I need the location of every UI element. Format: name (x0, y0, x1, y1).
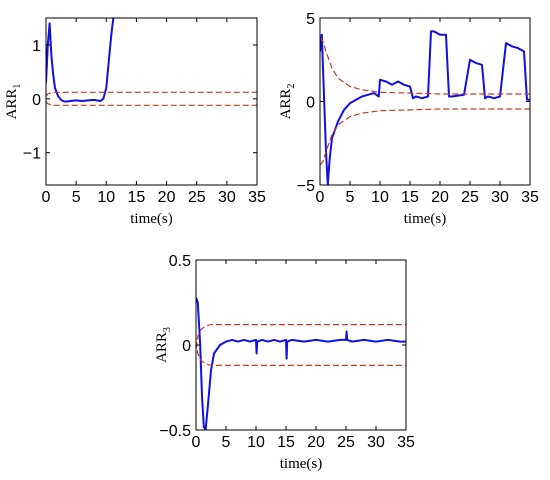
lower-threshold-line (320, 108, 530, 166)
axes-frame (45, 17, 258, 186)
x-tick-label: 10 (97, 189, 115, 206)
residual-line (46, 18, 115, 103)
x-tick-label: 15 (401, 189, 419, 206)
x-tick-label: 35 (521, 189, 539, 206)
x-axis-label: time(s) (280, 456, 323, 472)
lower-threshold-line (46, 101, 257, 106)
y-axis-label-subscript: 3 (162, 327, 173, 332)
x-tick-label: 20 (431, 189, 449, 206)
y-tick-label: 0 (306, 95, 315, 112)
upper-threshold-line (320, 37, 530, 95)
y-axis-label: ARR1 (4, 84, 23, 120)
y-axis-label-subscript: 2 (286, 84, 297, 89)
x-tick-label: 20 (158, 189, 176, 206)
y-tick-label: 0 (32, 92, 41, 109)
axes-frame (195, 259, 407, 431)
x-tick-label: 30 (367, 434, 385, 451)
x-tick-label: 5 (346, 189, 355, 206)
y-tick-label: 5 (306, 11, 315, 28)
residual-line (196, 297, 406, 430)
y-axis-label-main: ARR (154, 332, 170, 363)
y-tick-label: −1 (23, 146, 41, 163)
y-tick-label: 0.5 (169, 253, 191, 270)
plot-area (46, 18, 257, 106)
residual-line (320, 30, 530, 185)
x-tick-label: 10 (371, 189, 389, 206)
lower-threshold-line (196, 341, 406, 366)
x-tick-label: 0 (42, 189, 51, 206)
y-axis-label-main: ARR (4, 89, 20, 120)
x-axis-label: time(s) (130, 211, 173, 227)
x-tick-label: 30 (491, 189, 509, 206)
x-tick-label: 30 (218, 189, 236, 206)
y-tick-label: −0.5 (159, 423, 191, 440)
y-axis-label: ARR3 (154, 327, 173, 363)
plot-area (196, 297, 406, 430)
x-tick-label: 5 (222, 434, 231, 451)
plot-area (320, 30, 530, 185)
x-tick-label: 20 (307, 434, 325, 451)
y-tick-label: 1 (32, 38, 41, 55)
x-tick-label: 10 (247, 434, 265, 451)
x-tick-label: 25 (337, 434, 355, 451)
x-tick-label: 15 (128, 189, 146, 206)
x-tick-label: 0 (316, 189, 325, 206)
y-tick-label: 0 (182, 338, 191, 355)
x-tick-label: 35 (248, 189, 266, 206)
y-tick-label: −5 (297, 178, 315, 195)
upper-threshold-line (46, 91, 257, 97)
x-tick-label: 0 (192, 434, 201, 451)
x-tick-label: 25 (188, 189, 206, 206)
x-tick-label: 35 (397, 434, 415, 451)
y-axis-label-subscript: 1 (12, 84, 23, 89)
x-tick-label: 15 (277, 434, 295, 451)
y-axis-label: ARR2 (278, 84, 297, 120)
x-tick-label: 25 (461, 189, 479, 206)
x-axis-label: time(s) (404, 211, 447, 227)
x-tick-label: 5 (72, 189, 81, 206)
y-axis-label-main: ARR (278, 89, 294, 120)
upper-threshold-line (196, 324, 406, 349)
